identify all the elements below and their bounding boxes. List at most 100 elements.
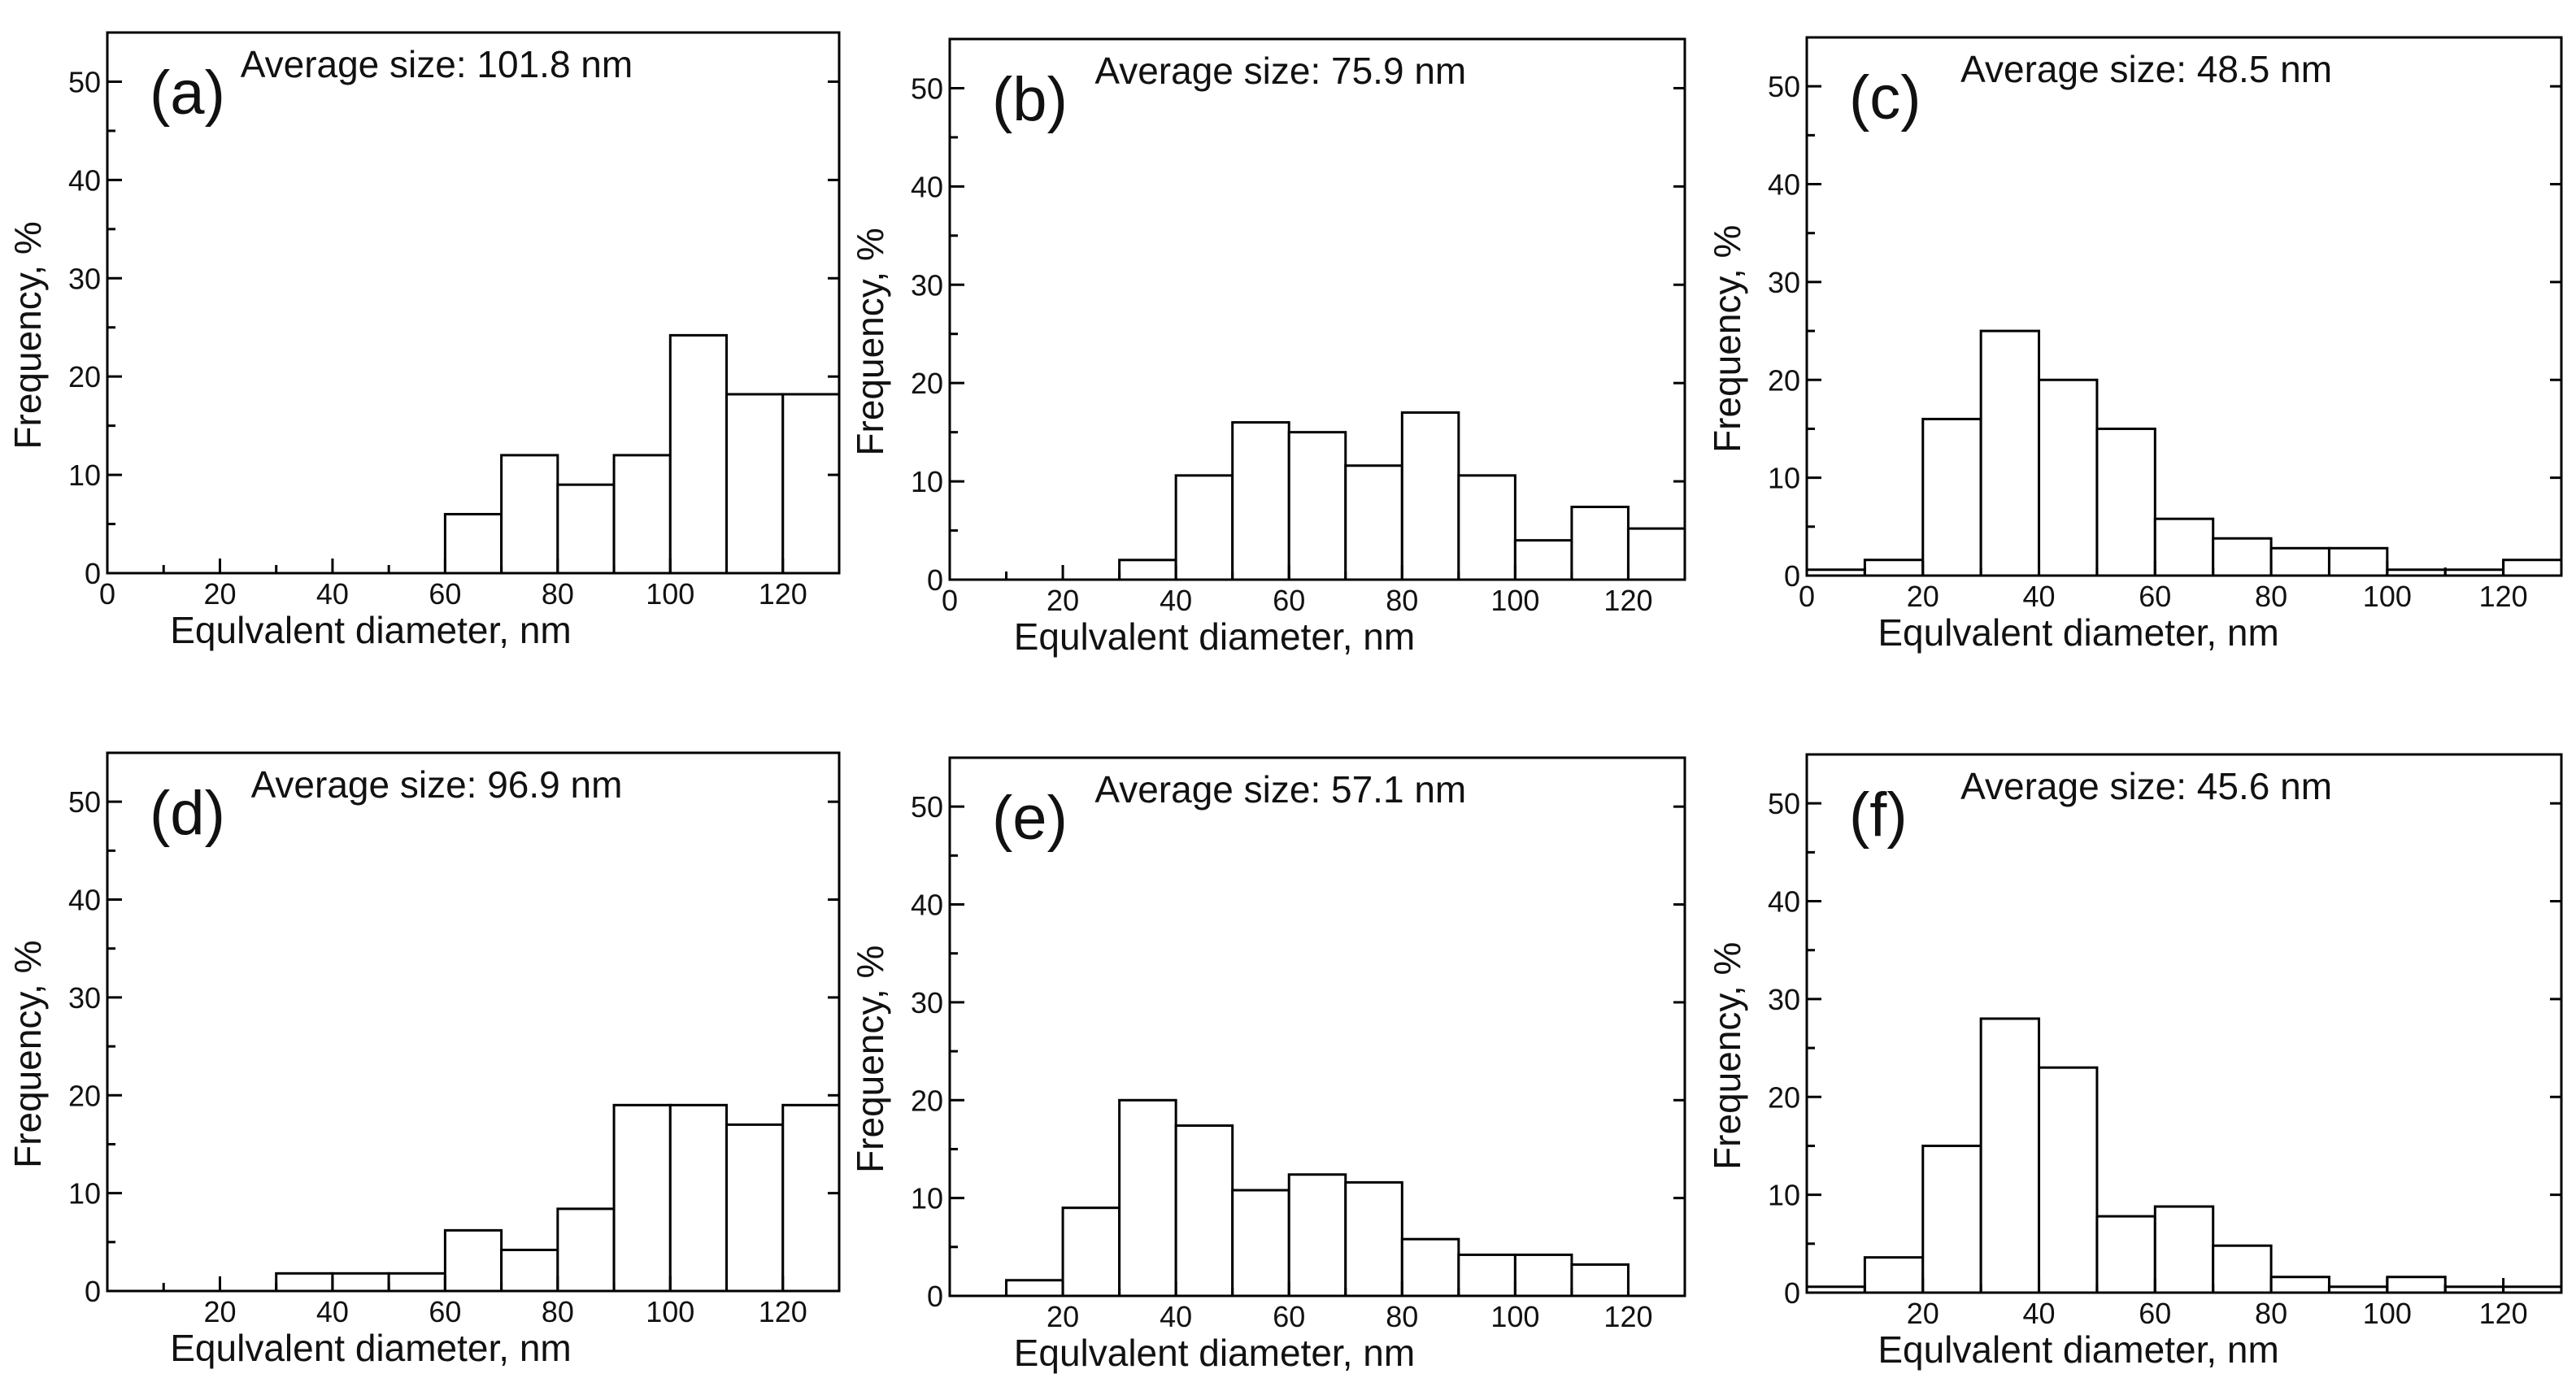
y-tick-label: 20 (1768, 363, 1800, 397)
y-tick-label: 10 (911, 1182, 943, 1215)
histogram-bar (1570, 1263, 1630, 1298)
x-tick-label: 60 (1273, 584, 1305, 617)
histogram-bar (387, 1271, 446, 1293)
histogram-bar (1287, 431, 1347, 581)
y-axis-title: Frequency, % (849, 945, 891, 1173)
histogram-bar (1979, 329, 2041, 577)
plot-frame (1805, 753, 2563, 1294)
average-size-label: Average size: 101.8 nm (241, 43, 633, 85)
histogram-bar (2095, 1215, 2156, 1294)
y-axis-title: Frequency, % (1706, 942, 1748, 1170)
histogram-bar (1344, 464, 1403, 581)
y-tick-label: 10 (1768, 1179, 1800, 1212)
histogram-bar (2386, 1276, 2447, 1294)
y-tick-label: 10 (911, 465, 943, 498)
x-tick-label: 60 (2139, 580, 2171, 613)
histogram-bar (668, 333, 729, 575)
histogram-panel: 0 10 20 30 40 50 0 20 40 60 80 100 120 Equlvalent dia… (1706, 36, 2563, 654)
histogram-bar (612, 454, 672, 575)
y-tick-label: 40 (68, 163, 101, 197)
x-tick-label: 20 (1907, 580, 1939, 613)
histogram-bar (331, 1271, 390, 1293)
x-axis-title: Equlvalent diameter, nm (1878, 1328, 2279, 1371)
x-tick-label: 120 (2479, 580, 2528, 613)
histogram-bar (443, 512, 503, 575)
x-tick-label: 120 (759, 577, 807, 611)
histogram-bar (1231, 1189, 1290, 1298)
x-axis-title: Equlvalent diameter, nm (1878, 611, 2279, 654)
histogram-bar (1513, 539, 1573, 581)
histogram-bar (2212, 537, 2273, 577)
histogram-bar (1400, 411, 1460, 581)
y-tick-label: 0 (1784, 1276, 1800, 1310)
y-tick-label: 30 (911, 268, 943, 302)
histogram-bar (556, 483, 616, 575)
histogram-bar (2327, 546, 2389, 577)
histogram-bar (725, 393, 785, 575)
histogram-bar (2038, 378, 2099, 577)
histogram-bar (1118, 559, 1177, 581)
x-tick-label: 40 (316, 1295, 349, 1328)
histogram-bar (1005, 1279, 1064, 1298)
histogram-bar (1921, 1144, 1982, 1294)
x-tick-label: 40 (316, 577, 349, 611)
histogram-bar (1921, 417, 1982, 577)
x-tick-label: 80 (1386, 1300, 1418, 1333)
histogram-bar (1287, 1173, 1347, 1298)
y-tick-label: 50 (68, 65, 101, 98)
histogram-bar (2038, 1066, 2099, 1294)
x-axis-title: Equlvalent diameter, nm (1014, 615, 1416, 658)
y-tick-label: 30 (68, 262, 101, 295)
histogram-bar (725, 1123, 785, 1293)
x-tick-label: 100 (646, 577, 694, 611)
y-tick-label: 0 (1784, 559, 1800, 593)
y-tick-label: 40 (1768, 168, 1800, 202)
x-tick-label: 80 (542, 1295, 574, 1328)
x-tick-label: 100 (2363, 580, 2412, 613)
x-tick-label: 100 (2363, 1297, 2412, 1330)
x-tick-label: 100 (646, 1295, 694, 1328)
average-size-label: Average size: 57.1 nm (1094, 768, 1466, 811)
y-tick-label: 0 (927, 1280, 943, 1313)
x-tick-label: 100 (1490, 1300, 1539, 1333)
y-tick-label: 40 (911, 170, 943, 203)
histogram-panel: 0 10 20 30 40 50 0 20 40 60 80 100 120 Equlvalent dia… (849, 37, 1686, 658)
histogram-bar (1979, 1017, 2041, 1294)
x-tick-label: 0 (99, 577, 115, 611)
average-size-label: Average size: 75.9 nm (1094, 50, 1466, 92)
histogram-bar (781, 1103, 841, 1293)
histogram-panel: 0 10 20 30 40 50 20 40 60 80 100 120 Equlvalent diam… (7, 751, 841, 1369)
y-tick-label: 30 (1768, 266, 1800, 299)
histogram-bar (612, 1103, 672, 1293)
histogram-bar (2269, 1276, 2330, 1294)
y-tick-label: 50 (911, 72, 943, 105)
y-axis-title: Frequency, % (849, 228, 891, 455)
histogram-bar (668, 1103, 729, 1293)
x-tick-label: 80 (542, 577, 574, 611)
x-tick-label: 40 (1160, 584, 1192, 617)
histogram-bar (2095, 427, 2156, 577)
y-tick-label: 10 (1768, 462, 1800, 495)
x-tick-label: 20 (1046, 1300, 1079, 1333)
histogram-bar (1863, 1256, 1925, 1294)
x-axis-title: Equlvalent diameter, nm (1014, 1332, 1416, 1374)
x-tick-label: 80 (2255, 1297, 2287, 1330)
x-tick-label: 20 (1907, 1297, 1939, 1330)
panel-label: (e) (992, 784, 1068, 853)
x-tick-label: 60 (429, 577, 461, 611)
x-tick-label: 60 (429, 1295, 461, 1328)
y-tick-label: 10 (68, 459, 101, 492)
histogram-bar (500, 1248, 559, 1293)
x-tick-label: 120 (2479, 1297, 2528, 1330)
x-tick-label: 40 (2023, 1297, 2056, 1330)
histogram-bar (1457, 474, 1516, 581)
histogram-bar (2153, 517, 2215, 577)
histogram-bar (781, 393, 841, 575)
histogram-bar (443, 1228, 503, 1293)
histogram-bar (1174, 474, 1234, 581)
y-tick-label: 30 (911, 986, 943, 1019)
y-tick-label: 50 (68, 785, 101, 819)
histogram-bar (1061, 1206, 1121, 1298)
y-tick-label: 20 (1768, 1080, 1800, 1114)
y-tick-label: 0 (85, 557, 101, 590)
